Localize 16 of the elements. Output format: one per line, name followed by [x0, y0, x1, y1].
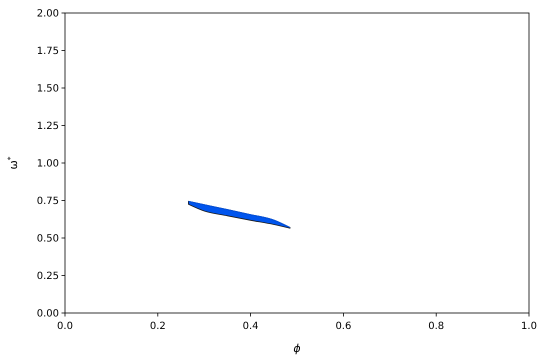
y-tick-label: 0.25	[36, 271, 59, 282]
x-tick-label: 0.6	[335, 321, 352, 332]
x-tick-label: 0.2	[150, 321, 166, 332]
y-tick-label: 1.75	[36, 46, 59, 57]
y-tick-label: 0.50	[36, 234, 59, 244]
y-tick-label: 2.00	[36, 8, 59, 20]
y-tick-label: 1.50	[36, 84, 59, 94]
x-axis-title: ϕ	[293, 342, 301, 355]
x-tick-label: 0.4	[242, 321, 259, 332]
x-tick-label: 0.0	[57, 321, 73, 332]
y-tick-label: 1.25	[36, 121, 59, 132]
x-tick-label: 1.0	[521, 321, 537, 332]
y-tick-label: 0.75	[36, 196, 59, 207]
x-tick-label: 0.8	[428, 321, 444, 332]
y-tick-label: 0.00	[36, 308, 59, 320]
y-tick-label: 1.00	[36, 158, 59, 170]
